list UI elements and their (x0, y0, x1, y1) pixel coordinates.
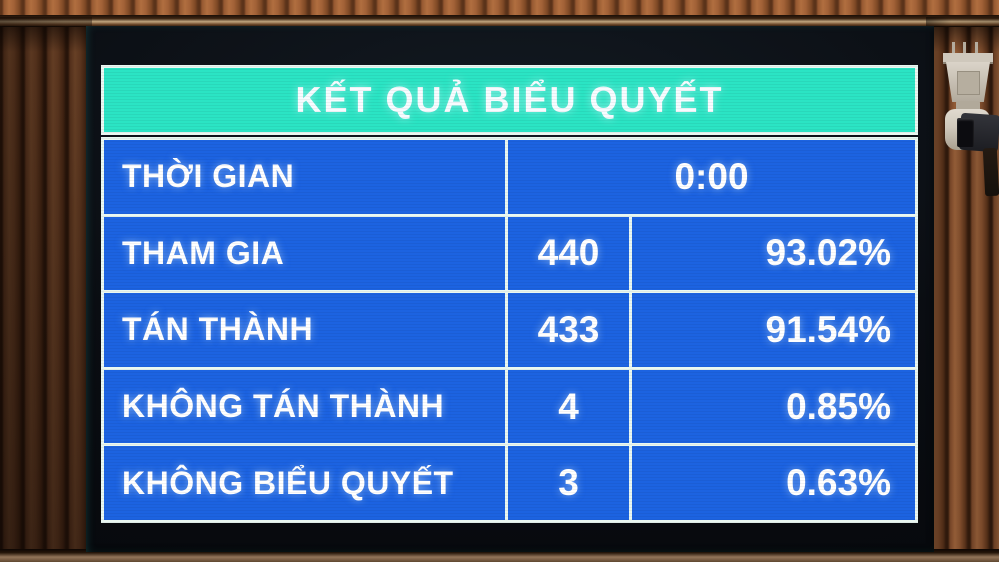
camera-cable (982, 147, 999, 197)
row-time-value: 0:00 (508, 140, 915, 214)
row-disapprove-count: 4 (508, 369, 629, 444)
row-approve-label: TÁN THÀNH (104, 293, 505, 367)
wall-rail (0, 15, 999, 27)
row-participate-label: THAM GIA (104, 216, 505, 291)
wall-left-shadow (0, 17, 92, 562)
camera-pin-icon (963, 42, 966, 55)
row-abstain-label: KHÔNG BIỂU QUYẾT (104, 446, 505, 520)
row-time-label: THỜI GIAN (104, 140, 505, 214)
row-abstain-count: 3 (508, 446, 629, 520)
security-camera (938, 42, 999, 197)
row-abstain-percent: 0.63% (632, 446, 915, 520)
row-approve-percent: 91.54% (632, 293, 915, 367)
camera-pin-icon (975, 42, 978, 55)
camera-neck (956, 101, 980, 111)
results-table: THỜI GIAN 0:00 THAM GIA 440 93.02% TÁN T… (101, 137, 918, 523)
row-participate-count: 440 (508, 216, 629, 291)
camera-bracket (946, 62, 990, 102)
wood-wall-top (0, 0, 999, 17)
board-title-bar: KẾT QUẢ BIỂU QUYẾT (101, 65, 918, 135)
board-title: KẾT QUẢ BIỂU QUYẾT (295, 79, 724, 120)
camera-lens-icon (957, 118, 974, 147)
row-disapprove-percent: 0.85% (632, 369, 915, 444)
row-participate-percent: 93.02% (632, 216, 915, 291)
camera-pin-icon (952, 42, 955, 55)
row-disapprove-label: KHÔNG TÁN THÀNH (104, 369, 505, 444)
led-screen: KẾT QUẢ BIỂU QUYẾT THỜI GIAN 0:00 THAM G… (86, 26, 934, 552)
row-approve-count: 433 (508, 293, 629, 367)
results-board: KẾT QUẢ BIỂU QUYẾT THỜI GIAN 0:00 THAM G… (101, 65, 918, 523)
bottom-ledge (0, 549, 999, 562)
